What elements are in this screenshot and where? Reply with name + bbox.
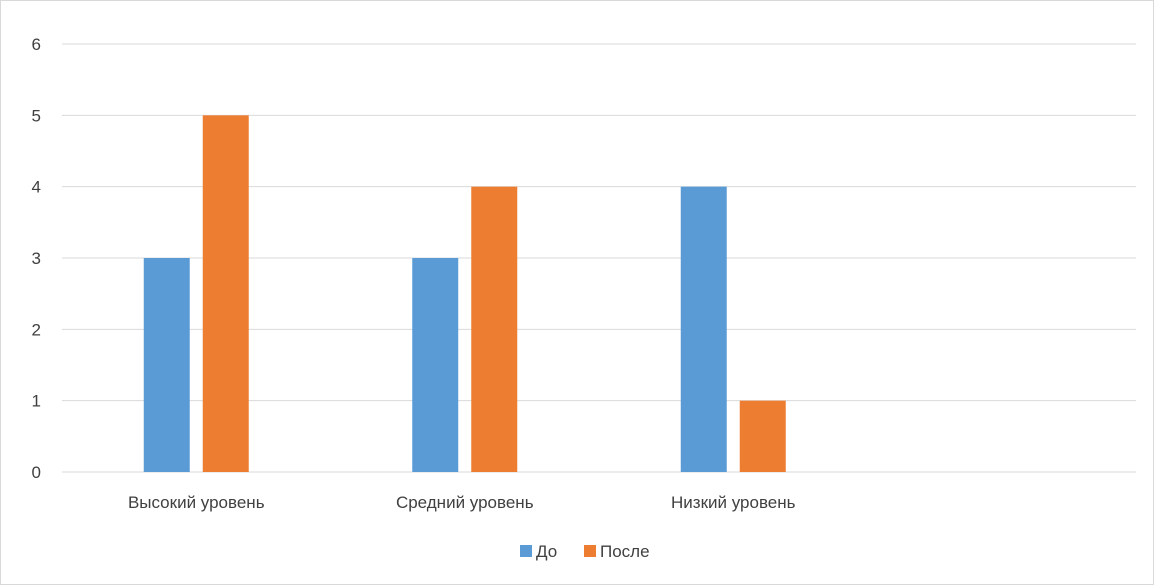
- bar-do-1: [412, 258, 459, 472]
- y-tick-label: 4: [32, 178, 41, 197]
- legend-swatch: [520, 545, 532, 557]
- y-tick-label: 0: [32, 463, 41, 482]
- legend-swatch: [584, 545, 596, 557]
- legend-label: До: [536, 542, 557, 561]
- bar-do-2: [680, 186, 727, 472]
- y-tick-label: 2: [32, 320, 41, 339]
- bar-do-0: [143, 258, 190, 472]
- bar-posle-1: [471, 186, 518, 472]
- x-category-label: Низкий уровень: [671, 493, 796, 512]
- x-axis-categories: Высокий уровень Средний уровень Низкий уро…: [128, 493, 796, 512]
- y-tick-label: 3: [32, 249, 41, 268]
- bar-posle-0: [202, 115, 249, 472]
- legend: До После: [520, 542, 650, 561]
- y-tick-label: 5: [32, 106, 41, 125]
- bars: [143, 115, 786, 472]
- legend-label: После: [600, 542, 650, 561]
- y-axis-ticks: 0 1 2 3 4 5 6: [32, 35, 41, 482]
- x-category-label: Высокий уровень: [128, 493, 265, 512]
- x-category-label: Средний уровень: [396, 493, 534, 512]
- y-tick-label: 6: [32, 35, 41, 54]
- y-tick-label: 1: [32, 392, 41, 411]
- bar-posle-2: [739, 400, 786, 472]
